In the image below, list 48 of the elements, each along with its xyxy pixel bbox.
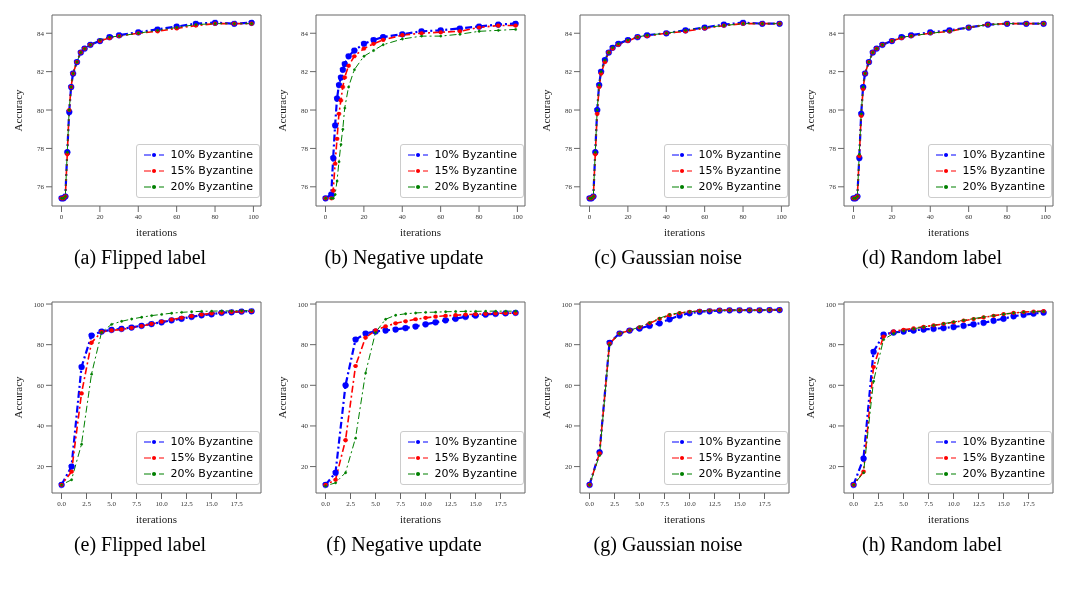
legend-label: 15% Byzantine [434,450,517,466]
legend-label: 10% Byzantine [434,147,517,163]
legend-label: 15% Byzantine [698,163,781,179]
x-axis-title: iterations [136,513,177,525]
legend-label: 10% Byzantine [170,434,253,450]
y-axis-title: Accuracy [803,375,816,419]
legend-label: 15% Byzantine [170,450,253,466]
legend-label: 20% Byzantine [698,466,781,482]
legend-label: 10% Byzantine [962,434,1045,450]
x-axis-title: iterations [664,226,705,238]
legend-label: 20% Byzantine [434,179,517,195]
legend-label: 20% Byzantine [170,466,253,482]
text: (b) Negative update [323,246,485,269]
text: (g) Gaussian noise [592,533,744,556]
x-axis-title: iterations [400,513,441,525]
y-axis-title: Accuracy [275,88,288,132]
legend-label: 15% Byzantine [698,450,781,466]
y-axis-title: Accuracy [11,375,24,419]
legend-label: 20% Byzantine [434,466,517,482]
y-axis-title: Accuracy [275,375,288,419]
legend-label: 10% Byzantine [698,147,781,163]
text: (e) Flipped label [72,533,208,556]
text: (f) Negative update [325,533,483,556]
legend-label: 20% Byzantine [962,179,1045,195]
y-axis-title: Accuracy [803,88,816,132]
text: (c) Gaussian noise [593,246,743,269]
x-axis-title: iterations [136,226,177,238]
x-axis-title: iterations [928,226,969,238]
x-axis-title: iterations [400,226,441,238]
legend-label: 15% Byzantine [170,163,253,179]
legend-label: 20% Byzantine [698,179,781,195]
x-axis-title: iterations [928,513,969,525]
legend-label: 15% Byzantine [434,163,517,179]
text: (d) Random label [861,246,1003,269]
text: (a) Flipped label [72,246,208,269]
legend-label: 20% Byzantine [962,466,1045,482]
legend-label: 15% Byzantine [962,163,1045,179]
y-axis-title: Accuracy [539,88,552,132]
legend-label: 10% Byzantine [434,434,517,450]
x-axis-title: iterations [664,513,705,525]
y-axis-title: Accuracy [539,375,552,419]
legend-label: 10% Byzantine [698,434,781,450]
legend-label: 20% Byzantine [170,179,253,195]
legend-label: 10% Byzantine [170,147,253,163]
legend-label: 15% Byzantine [962,450,1045,466]
text: (h) Random label [861,533,1003,556]
y-axis-title: Accuracy [11,88,24,132]
legend-label: 10% Byzantine [962,147,1045,163]
